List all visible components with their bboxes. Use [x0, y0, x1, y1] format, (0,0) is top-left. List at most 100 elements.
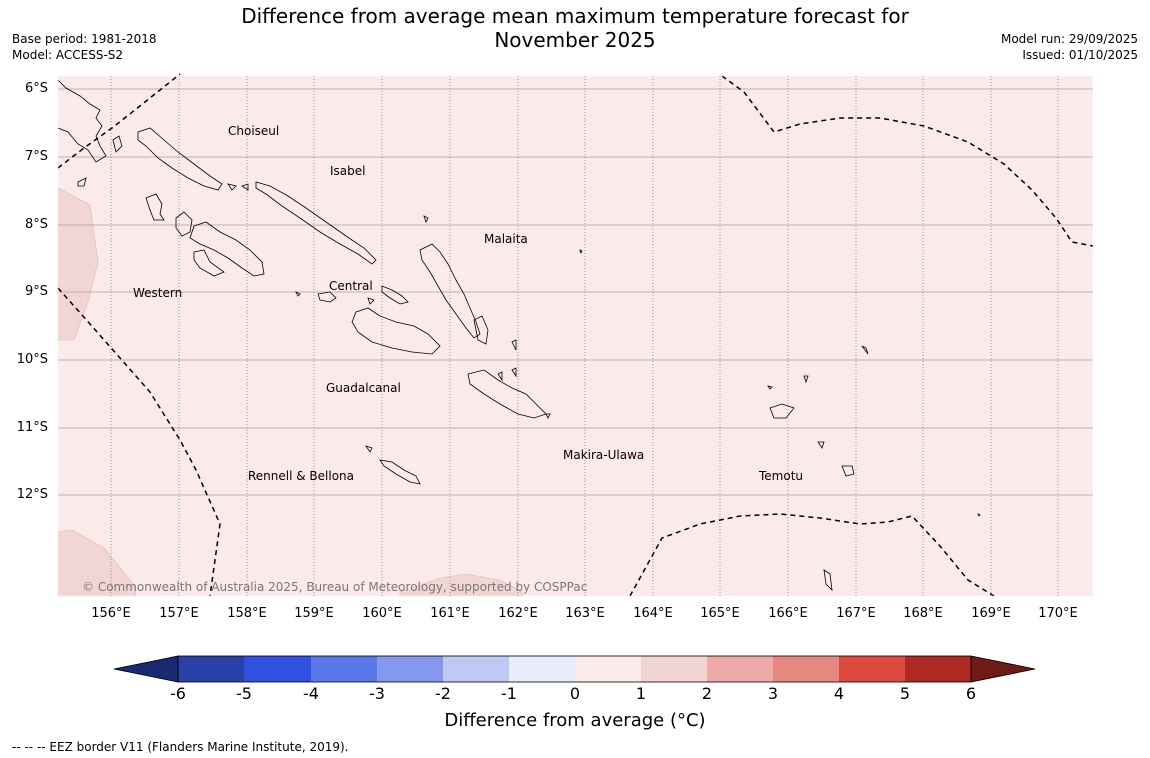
colorbar-tick: -6	[170, 684, 186, 703]
eez-borders	[57, 73, 1094, 597]
lon-label-156e: 156°E	[91, 606, 131, 621]
lat-label-11s: 11°S	[16, 420, 48, 435]
small-islet	[841, 465, 855, 477]
lat-label-7s: 7°S	[24, 149, 48, 164]
map-title: Difference from average mean maximum tem…	[0, 4, 1150, 52]
lat-label-6s: 6°S	[24, 81, 48, 96]
region-label-rennell-bellona: Rennell & Bellona	[248, 469, 355, 483]
small-islet	[579, 249, 583, 255]
rennell-island	[379, 459, 421, 485]
lat-label-9s: 9°S	[24, 284, 48, 299]
colorbar-tick: -3	[369, 684, 385, 703]
colorbar-tick: 6	[965, 684, 977, 703]
small-islet	[803, 375, 809, 384]
vella-lavella-island	[145, 193, 165, 221]
small-islet	[511, 339, 517, 351]
region-label-malaita: Malaita	[484, 232, 528, 246]
colorbar-extend-low	[114, 656, 178, 682]
colorbar-tick: 4	[833, 684, 845, 703]
colorbar-tick: -2	[435, 684, 451, 703]
colorbar-tick: 2	[701, 684, 713, 703]
colorbar-tick: -1	[501, 684, 517, 703]
title-line-2: November 2025	[494, 28, 656, 52]
region-label-guadalcanal: Guadalcanal	[326, 381, 401, 395]
region-label-makira-ulawa: Makira-Ulawa	[563, 448, 645, 462]
small-islet	[112, 135, 123, 153]
colorbar-segment	[575, 656, 641, 682]
colorbar-tick: -5	[236, 684, 252, 703]
eez-border-southwest	[57, 287, 221, 597]
lon-label-166e: 166°E	[768, 606, 808, 621]
small-islet	[227, 183, 237, 191]
small-malaita-island	[473, 315, 489, 345]
small-islet	[367, 297, 375, 305]
copyright-notice: © Commonwealth of Australia 2025, Bureau…	[82, 580, 588, 594]
colorbar-label: Difference from average (°C)	[444, 710, 706, 731]
colorbar-segment	[178, 656, 244, 682]
small-islet	[423, 215, 429, 224]
small-islet	[545, 413, 551, 419]
colorbar-segment	[641, 656, 707, 682]
colorbar-segment	[905, 656, 971, 682]
region-label-western: Western	[133, 286, 183, 300]
issued-date: Issued: 01/10/2025	[1022, 48, 1138, 62]
small-islet	[817, 441, 825, 449]
small-islet	[767, 385, 773, 390]
colorbar-segment	[244, 656, 311, 682]
colorbar	[113, 655, 1036, 683]
region-label-isabel: Isabel	[330, 164, 366, 178]
lon-label-170e: 170°E	[1038, 606, 1078, 621]
small-islet	[497, 371, 503, 382]
eez-footnote: -- -- -- EEZ border V11 (Flanders Marine…	[12, 740, 349, 754]
kolombangara-island	[175, 211, 193, 237]
lon-label-160e: 160°E	[362, 606, 402, 621]
region-label-temotu: Temotu	[759, 469, 804, 483]
region-label-choiseul: Choiseul	[228, 124, 280, 138]
colorbar-segment	[839, 656, 905, 682]
colorbar-tick: 3	[767, 684, 779, 703]
map-background	[58, 76, 1093, 596]
choiseul-island	[137, 127, 223, 191]
lon-label-161e: 161°E	[430, 606, 470, 621]
eez-border-southeast	[629, 513, 995, 597]
model-name: Model: ACCESS-S2	[12, 48, 124, 62]
malaita-island	[419, 243, 481, 339]
small-islet	[77, 177, 87, 187]
lon-label-165e: 165°E	[700, 606, 740, 621]
small-islet	[823, 569, 833, 592]
lat-label-12s: 12°S	[16, 487, 48, 502]
colorbar-segment	[443, 656, 509, 682]
small-islet	[241, 183, 249, 191]
isabel-island	[255, 181, 377, 265]
small-islet	[295, 291, 301, 297]
colorbar-tick: 1	[635, 684, 647, 703]
latitude-gridlines	[58, 88, 1093, 496]
colorbar-tick: -4	[303, 684, 319, 703]
colorbar-segment	[509, 656, 575, 682]
eez-border-northeast	[721, 75, 1094, 247]
colorbar-extend-high	[971, 656, 1035, 682]
florida-islands	[381, 285, 409, 305]
lon-label-169e: 169°E	[971, 606, 1011, 621]
lon-label-164e: 164°E	[633, 606, 673, 621]
lon-label-163e: 163°E	[565, 606, 605, 621]
lon-label-159e: 159°E	[294, 606, 334, 621]
small-islet	[861, 345, 869, 355]
colorbar-segment	[377, 656, 443, 682]
lat-label-8s: 8°S	[24, 217, 48, 232]
base-period: Base period: 1981-2018	[12, 32, 157, 46]
lon-label-168e: 168°E	[903, 606, 943, 621]
model-run: Model run: 29/09/2025	[1000, 32, 1138, 46]
lon-label-158e: 158°E	[227, 606, 267, 621]
colorbar-segment	[311, 656, 377, 682]
meta-right: Model run: 29/09/2025 Issued: 01/10/2025	[1001, 31, 1138, 63]
title-line-1: Difference from average mean maximum tem…	[241, 4, 909, 28]
map-frame	[57, 75, 1094, 597]
new-georgia-island	[189, 221, 265, 277]
lon-label-157e: 157°E	[159, 606, 199, 621]
colorbar-tick: 5	[899, 684, 911, 703]
small-islet	[977, 513, 981, 517]
russell-islands	[317, 291, 337, 303]
eez-border-northwest	[57, 73, 181, 169]
